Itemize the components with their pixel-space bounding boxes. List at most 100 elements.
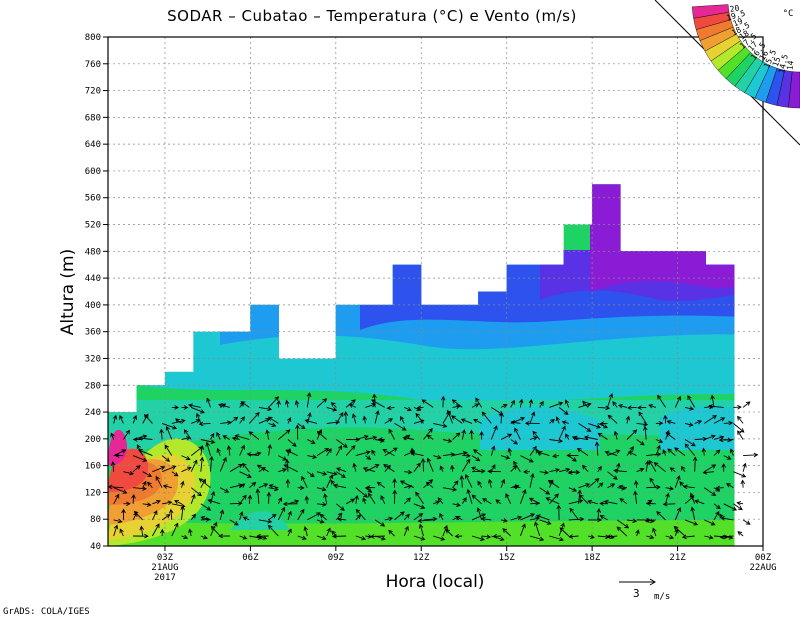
wind-arrow (421, 399, 434, 408)
wind-arrow (365, 435, 378, 441)
wind-arrow (420, 457, 426, 472)
wind-arrow (219, 457, 227, 472)
wind-arrow (510, 399, 515, 408)
wind-arrow (740, 479, 746, 488)
wind-arrow (662, 449, 667, 456)
wind-arrow (132, 511, 138, 521)
wind-arrow (418, 523, 424, 537)
wind-arrow (646, 534, 655, 540)
wind-arrow (155, 475, 163, 488)
wind-arrow (569, 507, 579, 521)
y-tick-label: 240 (85, 408, 101, 418)
temp-region-cyan (480, 406, 600, 450)
wind-arrow (268, 486, 279, 492)
wind-arrow (276, 399, 281, 408)
wind-arrow (666, 419, 676, 425)
wind-arrow (500, 455, 511, 460)
wind-arrow (316, 428, 323, 440)
wind-arrow (462, 453, 471, 459)
wind-arrow (242, 462, 250, 472)
wind-arrow (742, 462, 747, 472)
wind-arrow (205, 441, 211, 456)
wind-arrow (689, 492, 696, 504)
wind-arrow (132, 465, 141, 473)
wind-arrow (587, 499, 598, 505)
wind-arrow (171, 418, 186, 424)
legend-swatch (788, 71, 800, 109)
y-tick-label: 520 (85, 221, 101, 231)
wind-arrow (558, 425, 566, 440)
wind-arrow (249, 451, 262, 457)
wind-arrow (159, 528, 165, 537)
wind-arrow (119, 414, 124, 424)
wind-arrow (597, 422, 608, 429)
wind-arrow (646, 452, 662, 457)
wind-arrow (268, 422, 277, 427)
wind-arrow (297, 535, 307, 540)
wind-arrow (113, 518, 123, 524)
wind-arrow (539, 519, 552, 525)
wind-arrow (704, 415, 717, 424)
wind-arrow (316, 502, 327, 507)
wind-arrow (147, 481, 153, 488)
wind-arrow (376, 481, 386, 489)
wind-arrow (258, 483, 269, 489)
temperature-field (108, 184, 735, 546)
wind-arrow (285, 449, 298, 457)
wind-arrow (655, 444, 661, 456)
wind-arrow (452, 432, 461, 440)
wind-arrow (655, 420, 664, 426)
wind-arrow (413, 535, 426, 541)
wind-arrow (180, 505, 185, 520)
wind-arrow (165, 425, 173, 440)
wind-arrow (500, 478, 506, 488)
wind-arrow (532, 430, 541, 440)
wind-arrow (195, 412, 202, 424)
wind-arrow (535, 514, 550, 521)
wind-arrow (112, 414, 118, 424)
wind-arrow (355, 508, 366, 521)
wind-arrow (119, 528, 124, 537)
wind-arrow (216, 431, 221, 440)
wind-arrow (336, 412, 344, 424)
wind-arrow (452, 480, 459, 488)
wind-arrow (410, 451, 424, 457)
wind-arrow (482, 498, 492, 505)
wind-arrow (687, 395, 696, 408)
wind-arrow (295, 424, 300, 440)
y-tick-label: 160 (85, 462, 101, 472)
wind-arrow (558, 407, 569, 415)
wind-arrow (377, 437, 385, 442)
wind-arrow (265, 429, 270, 440)
footer-credit: GrADS: COLA/IGES (3, 607, 90, 617)
wind-arrow (133, 533, 149, 539)
wind-arrow (336, 471, 346, 478)
wind-arrow (452, 404, 461, 409)
wind-arrow (382, 449, 395, 456)
wind-arrow (239, 483, 246, 489)
wind-arrow (175, 418, 182, 424)
wind-arrow (374, 410, 380, 424)
wind-arrow (587, 478, 600, 489)
wind-arrow (742, 401, 751, 408)
wind-arrow (404, 406, 412, 412)
wind-arrow (133, 486, 147, 491)
wind-arrow (267, 444, 273, 456)
wind-arrow (597, 482, 604, 489)
wind-arrow (674, 447, 686, 456)
wind-arrow (365, 455, 372, 460)
wind-arrow (284, 399, 290, 408)
wind-arrow (369, 534, 385, 539)
wind-arrow (277, 506, 286, 521)
wind-arrow (284, 458, 290, 472)
wind-arrow (613, 468, 627, 474)
wind-arrow (198, 478, 211, 489)
wind-arrow (403, 525, 409, 537)
y-tick-label: 80 (90, 515, 101, 525)
wind-arrow (565, 433, 570, 440)
wind-arrow (646, 501, 656, 506)
wind-arrow (500, 433, 513, 440)
legend-label: 19 (732, 16, 744, 28)
wind-arrow (386, 405, 395, 411)
wind-arrow (539, 470, 549, 475)
